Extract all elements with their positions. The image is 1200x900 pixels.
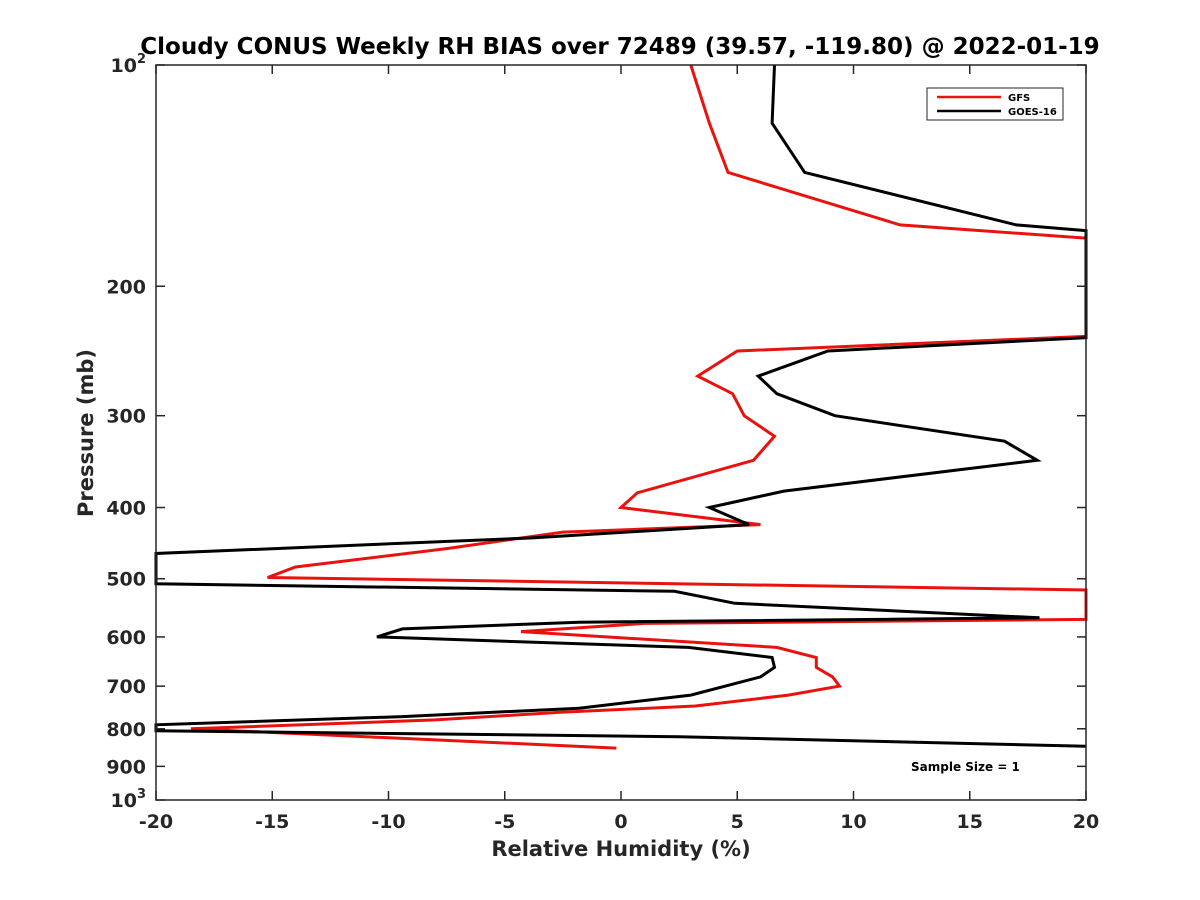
legend: GFS GOES-16	[926, 87, 1064, 121]
chart-title: Cloudy CONUS Weekly RH BIAS over 72489 (…	[140, 34, 1099, 60]
y-tick-label: 300	[106, 406, 146, 428]
y-tick-label: 600	[106, 627, 146, 649]
y-tick-label: 900	[106, 756, 146, 778]
y-tick-label: 800	[106, 719, 146, 741]
series-line-gfs	[190, 64, 1088, 750]
y-tick-label: 700	[106, 676, 146, 698]
x-tick-label: -15	[255, 811, 289, 833]
x-tick-label: 0	[614, 811, 627, 833]
y-tick-label: 400	[106, 498, 146, 520]
y-tick-label: 500	[106, 569, 146, 591]
x-tick-label: 20	[1073, 811, 1099, 833]
y-tick-label: 103	[111, 787, 147, 812]
x-axis-label: Relative Humidity (%)	[491, 837, 750, 861]
x-tick-label: -5	[494, 811, 515, 833]
x-tick-label: 10	[840, 811, 866, 833]
x-tick-label: -20	[139, 811, 173, 833]
series-line-goes-16	[154, 64, 1088, 748]
axes-layer: -20 -15 -10 -5 0 5 10 15 20 102 200 300 400 500 600 700…	[106, 52, 1099, 833]
sample-size-annotation: Sample Size = 1	[911, 760, 1020, 774]
legend-label-goes-16: GOES-16	[1008, 107, 1057, 118]
series-layer	[154, 64, 1088, 750]
x-tick-label: 15	[957, 811, 983, 833]
y-tick-label: 200	[106, 276, 146, 298]
legend-label-gfs: GFS	[1008, 93, 1030, 104]
x-tick-label: -10	[371, 811, 405, 833]
legend-entries: GFS GOES-16	[937, 93, 1057, 118]
legend-box	[926, 87, 1064, 121]
x-tick-label: 5	[731, 811, 744, 833]
y-tick-label: 102	[111, 52, 147, 77]
y-axis-label: Pressure (mb)	[74, 349, 98, 517]
